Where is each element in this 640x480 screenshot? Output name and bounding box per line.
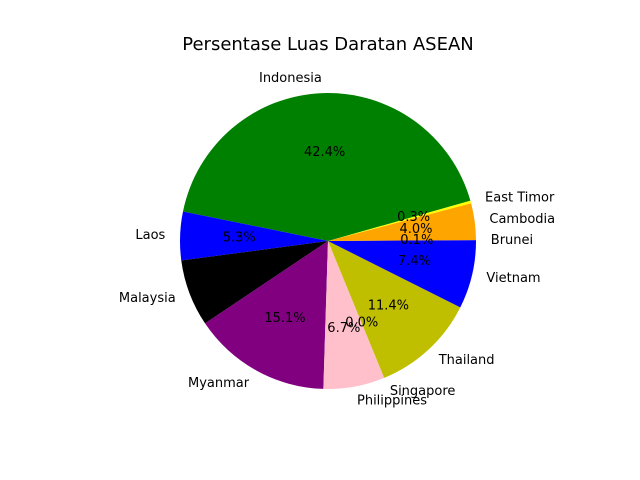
pct-label-philippines: 6.7%: [327, 321, 360, 336]
slice-label-laos: Laos: [135, 228, 165, 243]
slice-label-east-timor: East Timor: [485, 191, 555, 206]
pct-label-indonesia: 42.4%: [304, 145, 345, 160]
slice-label-cambodia: Cambodia: [489, 212, 555, 227]
slice-label-indonesia: Indonesia: [259, 71, 322, 86]
pie-slice-cambodia: [328, 203, 476, 241]
pie-slice-myanmar: [205, 241, 328, 389]
pie-slice-brunei: [328, 240, 476, 241]
slice-label-brunei: Brunei: [491, 233, 533, 248]
chart-title: Persentase Luas Daratan ASEAN: [182, 34, 474, 55]
pie-labels: Brunei 0.1% Cambodia 4.0% East Timor 0.3% Indo…: [119, 71, 555, 409]
slice-label-malaysia: Malaysia: [119, 291, 176, 306]
pie-slice-vietnam: [328, 241, 476, 308]
pct-label-brunei: 0.1%: [400, 233, 433, 248]
pie-slice-laos: [180, 211, 328, 261]
pie-slice-east-timor: [328, 200, 472, 241]
slice-label-philippines: Philippines: [357, 394, 427, 409]
pct-label-thailand: 11.4%: [368, 299, 409, 314]
pct-label-singapore: 0.0%: [345, 316, 378, 331]
pie-slice-malaysia: [181, 241, 328, 324]
pie-slices: [180, 93, 476, 390]
pie-slice-philippines: [323, 241, 385, 390]
pie-slice-thailand: [328, 241, 461, 378]
pct-label-myanmar: 15.1%: [264, 311, 305, 326]
pie-slice-indonesia: [182, 93, 471, 241]
slice-label-thailand: Thailand: [438, 353, 495, 368]
slice-label-singapore: Singapore: [390, 384, 456, 399]
pct-label-vietnam: 7.4%: [398, 254, 431, 269]
pct-label-cambodia: 4.0%: [400, 222, 433, 237]
pct-label-east-timor: 0.3%: [397, 210, 430, 225]
slice-label-vietnam: Vietnam: [486, 271, 540, 286]
slice-label-myanmar: Myanmar: [188, 376, 250, 391]
pct-label-laos: 5.3%: [223, 230, 256, 245]
